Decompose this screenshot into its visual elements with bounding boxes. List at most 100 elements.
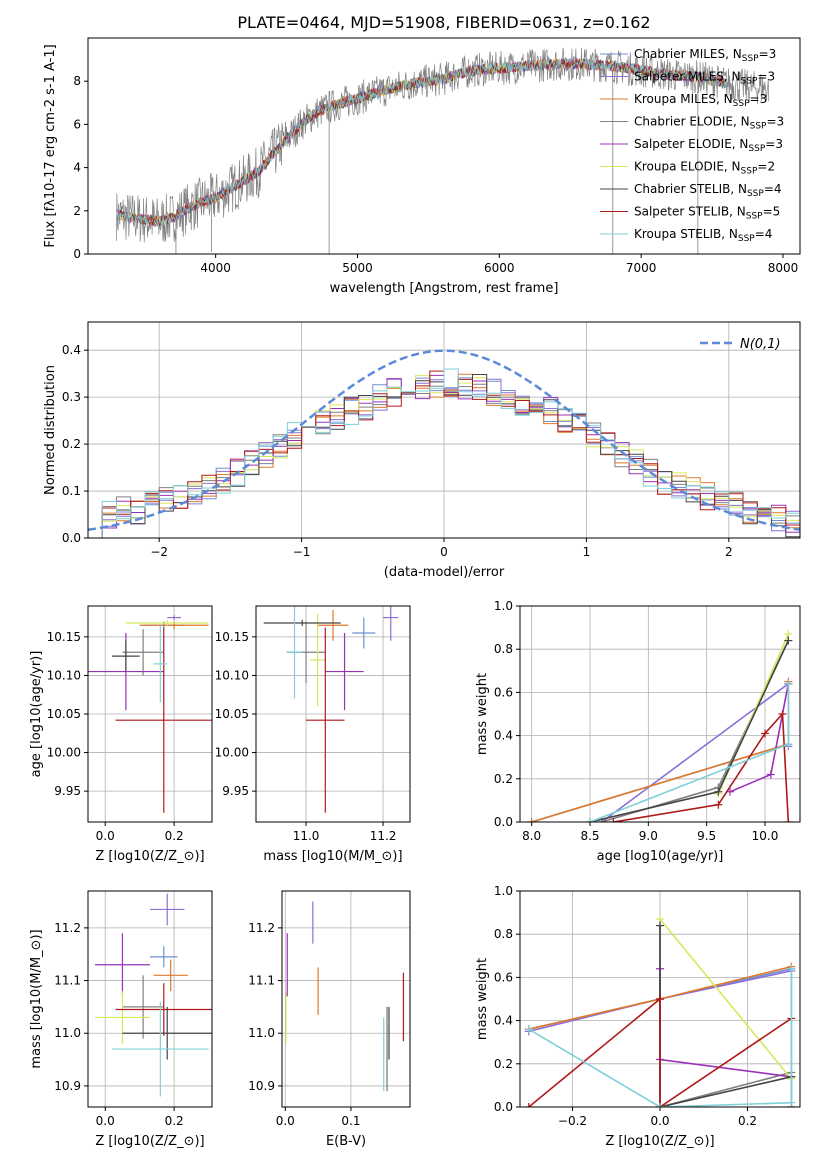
y-tick-label: 11.2 — [54, 921, 81, 935]
x-tick-label: 9.0 — [639, 829, 658, 843]
model-line-8 — [116, 58, 727, 227]
x-tick-label: 4000 — [200, 261, 231, 275]
x-tick-label: 0.0 — [96, 829, 115, 843]
y-tick-label: 10.10 — [215, 668, 249, 682]
y-tick-label: 9.95 — [54, 784, 81, 798]
legend-sub-3: SSP — [750, 122, 767, 132]
x-tick-label: 8000 — [768, 261, 799, 275]
x-axis-label: Z [log10(Z/Z_⊙)] — [605, 1134, 714, 1149]
weight-marker-8 — [787, 1098, 796, 1107]
y-tick-label: 11.2 — [248, 921, 275, 935]
y-tick-label: 10.15 — [215, 630, 249, 644]
weight-marker-2 — [527, 818, 536, 822]
x-tick-label: 11.0 — [293, 829, 320, 843]
panel-mass-vs-Z: 0.0 0.2 10.9 11.0 11.1 11.2 Z [log10(Z/Z_⊙)] ma… — [29, 890, 213, 1149]
y-tick-label: 10.00 — [215, 746, 249, 760]
y-tick-label: 10.9 — [248, 1079, 275, 1093]
x-tick-label: −0.2 — [558, 1114, 587, 1128]
axes-frame — [87, 37, 801, 255]
x-tick-label: 0.0 — [96, 1114, 115, 1128]
x-tick-label: 0.1 — [341, 1114, 360, 1128]
y-tick-label: 0.4 — [494, 1014, 513, 1028]
weight-marker-7 — [609, 818, 618, 822]
legend-sub-7: SSP — [746, 212, 763, 222]
legend-sub-6: SSP — [747, 189, 764, 199]
plot-area-age-vs-Z — [88, 615, 212, 813]
y-tick-label: 0.8 — [494, 927, 513, 941]
y-axis-label: Normed distribution — [43, 365, 58, 495]
axes-frame — [281, 890, 411, 1108]
legend-label-7: Salpeter STELIB, NSSP=5 — [634, 205, 780, 222]
legend-suffix-7: =5 — [763, 205, 781, 219]
weight-line-7 — [528, 997, 792, 1107]
x-tick-label: 0 — [440, 545, 448, 559]
legend-suffix-3: =3 — [766, 115, 784, 129]
y-tick-label: 4 — [73, 161, 81, 175]
weight-marker-8 — [787, 964, 796, 973]
y-tick-label: 0.2 — [494, 772, 513, 786]
weight-marker-8 — [784, 679, 793, 688]
weight-marker-7 — [524, 1103, 533, 1107]
y-tick-label: 0.1 — [62, 484, 81, 498]
y-tick-label: 0.0 — [62, 531, 81, 545]
weight-line-2 — [531, 681, 790, 822]
x-axis-label: (data-model)/error — [384, 565, 505, 580]
plot-area-weight-vs-Z — [524, 915, 796, 1107]
y-axis-label: mass [log10(M/M_⊙)] — [29, 929, 44, 1068]
legend-sub-4: SSP — [748, 144, 765, 154]
legend-label-6: Chabrier STELIB, NSSP=4 — [634, 182, 782, 199]
weight-marker-4 — [766, 770, 775, 779]
x-axis-label: mass [log10(M/M_⊙)] — [263, 849, 402, 864]
weight-line-0 — [531, 683, 790, 822]
weight-marker-6 — [656, 921, 664, 930]
x-axis-label: Z [log10(Z/Z_⊙)] — [95, 849, 204, 864]
legend-suffix-4: =3 — [765, 137, 783, 151]
y-axis-label: Flux [fλ10-17 erg cm-2 s-1 A-1] — [43, 44, 58, 247]
y-tick-label: 11.0 — [248, 1026, 275, 1040]
y-tick-label: 10.05 — [47, 707, 81, 721]
panel-weight-vs-Z: −0.2 0.0 0.2 0.0 0.2 0.4 0.6 0.8 1.0 Z [log10(Z/Z… — [475, 884, 801, 1149]
y-axis-label: age [log10(age/yr)] — [29, 651, 44, 778]
y-tick-label: 9.95 — [222, 784, 249, 798]
y-tick-label: 10.05 — [215, 707, 249, 721]
x-tick-label: 8.0 — [522, 829, 541, 843]
x-tick-label: −2 — [150, 545, 168, 559]
x-tick-label: 7000 — [626, 261, 657, 275]
weight-line-3 — [659, 925, 793, 1107]
y-tick-label: 0.8 — [494, 642, 513, 656]
y-axis-label: mass weight — [475, 958, 490, 1040]
weight-line-6 — [659, 925, 792, 1107]
x-tick-label: 11.2 — [370, 829, 397, 843]
weight-marker-7 — [778, 710, 787, 718]
x-tick-label: 0.2 — [165, 1114, 184, 1128]
y-tick-label: 11.1 — [248, 974, 275, 988]
legend-suffix-5: =2 — [757, 160, 775, 174]
plot-area-mass-vs-Z — [94, 893, 212, 1097]
panel-spectrum: Chabrier MILES, NSSP=3 Salpeter MILES, NS… — [43, 37, 801, 296]
legend-label-8: Kroupa STELIB, NSSP=4 — [634, 227, 772, 244]
panel-residuals: N(0,1) −2 −1 0 1 2 0.0 0.1 0.2 0.3 0.4 (data-model)… — [43, 321, 801, 580]
legend-label-0: Chabrier MILES, NSSP=3 — [634, 47, 776, 64]
axes-frame — [87, 890, 213, 1108]
y-tick-label: 0.3 — [62, 390, 81, 404]
plot-area-mass-vs-EBV — [285, 901, 405, 1092]
y-tick-label: 0.4 — [494, 729, 513, 743]
legend-sub-8: SSP — [738, 234, 755, 244]
weight-marker-8 — [656, 1103, 664, 1107]
y-tick-label: 2 — [73, 204, 81, 218]
hist-8 — [88, 368, 800, 538]
y-tick-label: 0.2 — [62, 437, 81, 451]
x-tick-label: 9.5 — [697, 829, 716, 843]
plot-area-residuals — [88, 349, 800, 538]
x-tick-label: 2 — [725, 545, 733, 559]
y-tick-label: 10.10 — [47, 668, 81, 682]
plot-area-weight-vs-age — [527, 630, 793, 822]
y-tick-label: 0.4 — [62, 343, 81, 357]
x-tick-label: 1 — [583, 545, 591, 559]
y-tick-label: 0.0 — [494, 815, 513, 829]
weight-marker-8 — [784, 740, 793, 749]
x-tick-label: 0.0 — [650, 1114, 669, 1128]
legend-suffix-8: =4 — [755, 227, 773, 241]
